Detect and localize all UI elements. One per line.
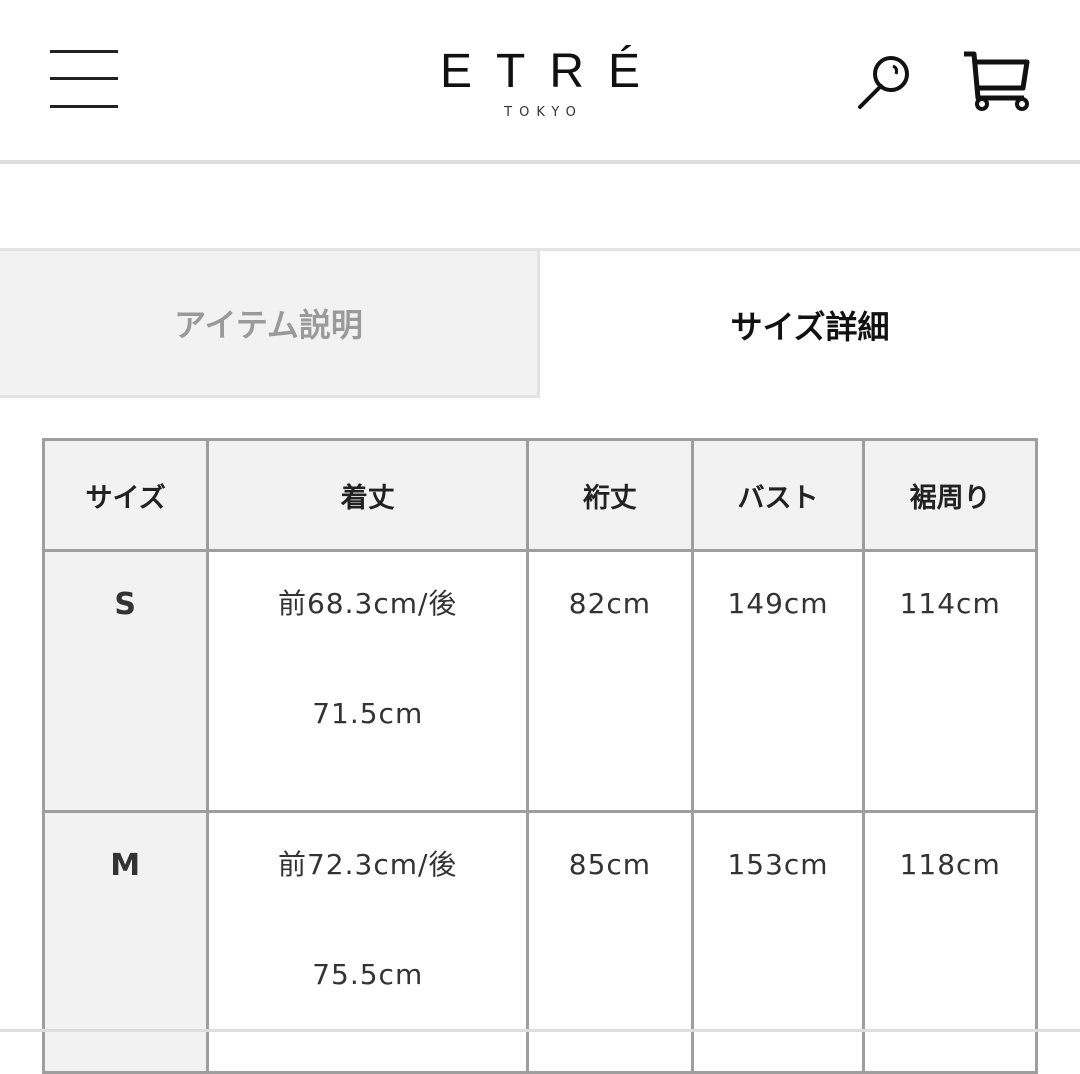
logo-text: ETRÉ <box>439 45 664 98</box>
sleeve-cell: 85cm <box>526 810 694 1074</box>
header-size: サイズ <box>41 438 210 552</box>
size-table: サイズ 着丈 裄丈 バスト 裾周り S 前68.3cm/後 71.5cm 82cm… <box>41 438 1038 1074</box>
length-cell: 前72.3cm/後 75.5cm <box>206 810 530 1074</box>
site-header: ETRÉ TOKYO <box>0 0 1080 160</box>
size-cell: M <box>41 810 210 1074</box>
length-line: 71.5cm <box>312 697 424 730</box>
header-bust: バスト <box>690 438 866 552</box>
size-cell: S <box>41 549 210 813</box>
hem-cell: 114cm <box>862 549 1038 813</box>
table-row: M 前72.3cm/後 75.5cm 85cm 153cm 118cm <box>41 810 1038 1074</box>
length-cell: 前68.3cm/後 71.5cm <box>206 549 530 813</box>
length-line: 75.5cm <box>312 958 424 991</box>
header-sleeve: 裄丈 <box>526 438 694 552</box>
length-line: 前68.3cm/後 <box>277 587 458 620</box>
table-header-row: サイズ 着丈 裄丈 バスト 裾周り <box>41 438 1038 552</box>
tab-item-description[interactable]: アイテム説明 <box>0 251 540 398</box>
search-icon[interactable] <box>855 52 915 112</box>
tab-size-details[interactable]: サイズ詳細 <box>540 251 1080 398</box>
footer-divider <box>0 1029 1080 1032</box>
table-row: S 前68.3cm/後 71.5cm 82cm 149cm 114cm <box>41 549 1038 813</box>
length-line: 前72.3cm/後 <box>277 848 458 881</box>
header-divider <box>0 160 1080 164</box>
header-length: 着丈 <box>206 438 530 552</box>
sleeve-cell: 82cm <box>526 549 694 813</box>
logo[interactable]: ETRÉ TOKYO <box>0 44 1080 120</box>
bust-cell: 149cm <box>690 549 866 813</box>
bust-cell: 153cm <box>690 810 866 1074</box>
tab-bar: アイテム説明 サイズ詳細 <box>0 248 1080 398</box>
logo-subtext: TOKYO <box>504 105 583 120</box>
hamburger-menu-icon[interactable] <box>50 50 118 110</box>
header-hem: 裾周り <box>862 438 1038 552</box>
hem-cell: 118cm <box>862 810 1038 1074</box>
cart-icon[interactable] <box>960 48 1032 112</box>
